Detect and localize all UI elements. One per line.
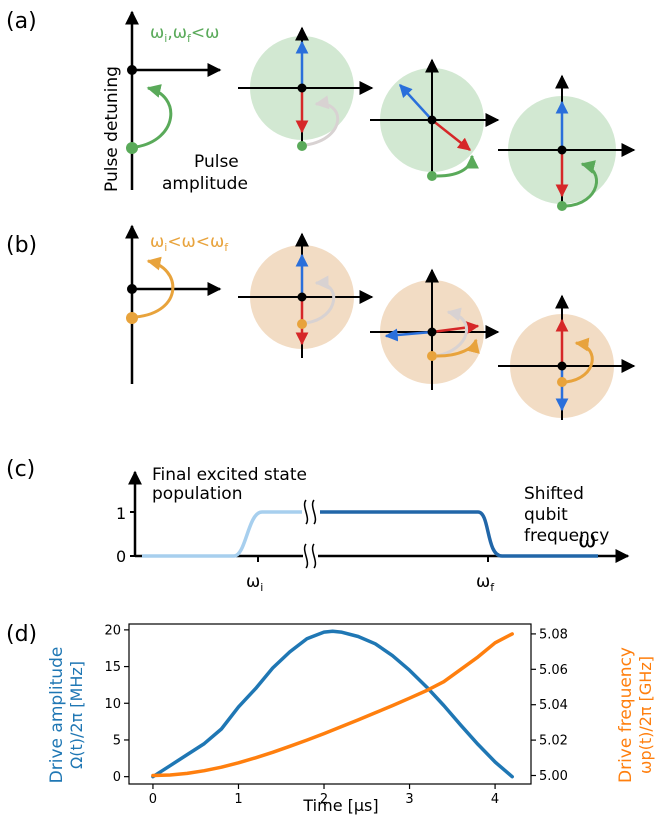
right-y-tick-label: 5.06 (539, 663, 568, 678)
chart-marks: 0 1 2 3 4 0 5 10 15 20 5.00 5.02 5.04 5.06 5.08 (104, 623, 568, 807)
bloch-disc-a3 (498, 74, 636, 211)
panel-b-label: (b) (6, 233, 37, 258)
panel-a: (a) ωi,ωf<ω Pulse detuning Pulse amplitu… (6, 9, 636, 211)
right-y-tick-label: 5.04 (539, 698, 568, 713)
right-ylabel-line1: Drive frequency (616, 647, 636, 783)
start-point (126, 142, 138, 154)
x-tick-label: 0 (149, 792, 157, 807)
drive-path-arrow-b (135, 256, 175, 319)
left-ylabel-line1: Drive amplitude (47, 647, 67, 784)
left-y-tick-label: 0 (113, 770, 121, 785)
x-tick-label: 4 (491, 792, 499, 807)
x-axis-label: Time [μs] (302, 796, 378, 815)
x-tick-label: 2 (320, 792, 328, 807)
panel-a-ylabel: Pulse detuning (102, 66, 122, 192)
panel-a-xlabel-line2: amplitude (162, 174, 248, 194)
panel-b-condition: ωi<ω<ωf (150, 232, 229, 254)
bloch-disc-a2 (370, 58, 500, 181)
panel-c-title-line1: Final excited state (152, 465, 307, 485)
drive-amplitude-line (151, 629, 514, 779)
x-tick-label: 1 (234, 792, 242, 807)
field-vector (399, 84, 433, 121)
panel-c-note-line3: frequency (524, 526, 609, 546)
left-y-tick-label: 10 (104, 697, 121, 712)
left-y-tick-label: 5 (113, 733, 121, 748)
axis-break-bottom (303, 543, 318, 569)
panel-a-label: (a) (6, 9, 37, 34)
drive-path-arrow (135, 84, 173, 149)
right-y-tick-label: 5.08 (539, 627, 568, 642)
panel-c-title-line2: population (152, 484, 242, 504)
bloch-disc-b3 (498, 294, 636, 420)
panel-c-ytick-0: 0 (116, 547, 126, 566)
state-vector (431, 119, 472, 151)
origin-dot (127, 65, 137, 75)
drive-frequency-line (151, 632, 514, 778)
xtick-omega-f: ωf (476, 572, 495, 594)
panel-d-label: (d) (6, 622, 37, 647)
population-curve-high (320, 510, 598, 558)
panel-c-axis-symbol: ω (578, 528, 596, 553)
panel-b: (b) ωi<ω<ωf (6, 224, 636, 420)
right-y-tick-label: 5.02 (539, 734, 568, 749)
panel-c-ytick-1: 1 (116, 504, 126, 523)
axis-break-top (303, 499, 318, 525)
x-tick-label: 3 (405, 792, 413, 807)
panel-a-xlabel-line1: Pulse (194, 152, 239, 172)
start-point-b (126, 312, 138, 324)
bloch-disc-b1 (238, 232, 374, 358)
right-ylabel-line2: ωp(t)/2π [GHz] (636, 656, 655, 774)
panel-c-label: (c) (6, 457, 35, 482)
right-y-tick-label: 5.00 (539, 769, 568, 784)
plot-frame (128, 623, 532, 785)
left-y-tick-label: 15 (104, 660, 121, 675)
panel-c-note-line2: qubit (524, 505, 568, 525)
panel-d: (d) Drive amplitude Ω(t)/2π [MHz] Drive … (6, 622, 655, 815)
bloch-disc-b2 (370, 268, 500, 390)
panel-a-condition: ωi,ωf<ω (150, 23, 219, 45)
left-ylabel-line2: Ω(t)/2π [MHz] (67, 661, 86, 769)
panel-c: (c) Final excited state population Shift… (6, 457, 630, 594)
bloch-disc-a1 (238, 26, 374, 151)
xtick-omega-i: ωi (246, 572, 263, 594)
population-curve-low (142, 510, 302, 558)
panel-c-note-line1: Shifted (524, 484, 584, 504)
left-y-tick-label: 20 (104, 623, 121, 638)
